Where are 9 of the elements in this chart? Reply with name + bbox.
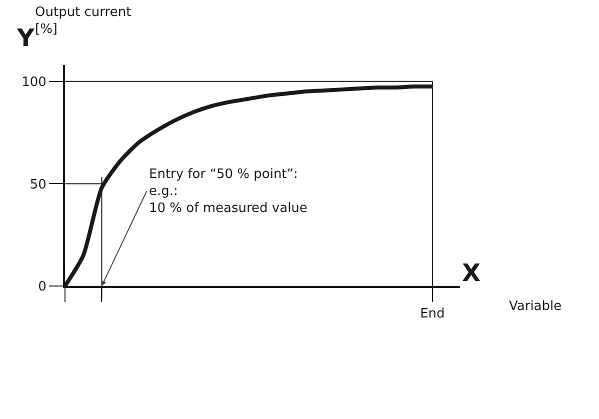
text: Variable bbox=[509, 299, 562, 314]
text: X bbox=[462, 259, 481, 287]
y-tick-label: 50 bbox=[30, 177, 46, 192]
y-axis-title: Output current [%] bbox=[35, 5, 132, 37]
text: Y bbox=[16, 24, 35, 52]
x-tick-label: End bbox=[420, 306, 445, 322]
annotation: Entry for “50 % point”: e.g.: 10 % of measured value bbox=[149, 167, 308, 216]
y-tick-label: 100 bbox=[22, 74, 46, 90]
y-tick-label: 0 bbox=[38, 280, 46, 295]
